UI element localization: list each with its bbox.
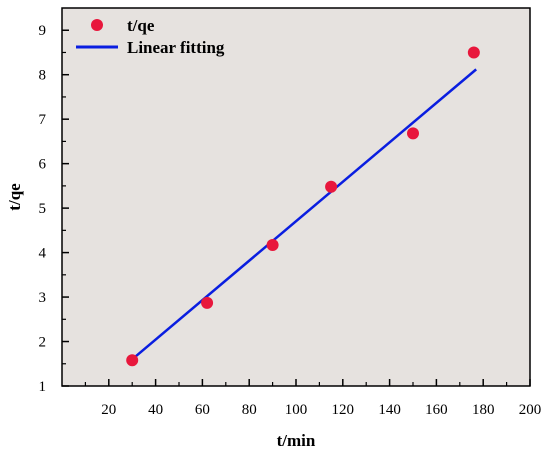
y-tick-label: 1 — [39, 379, 47, 395]
fit-line-layer — [131, 68, 477, 361]
y-tick-label: 6 — [39, 157, 47, 173]
y-tick-label: 7 — [39, 112, 47, 128]
x-tick-label: 140 — [378, 402, 401, 418]
scatter-layer — [126, 46, 480, 367]
x-tick-label: 20 — [101, 402, 116, 418]
y-tick-label: 2 — [39, 335, 47, 351]
x-tick-label: 160 — [425, 402, 448, 418]
y-axis: 1 2 3 4 5 6 7 8 9 — [39, 23, 69, 395]
x-tick-label: 80 — [242, 402, 257, 418]
x-tick-label: 60 — [195, 402, 210, 418]
fit-line — [131, 68, 477, 361]
y-tick-label: 5 — [39, 201, 47, 217]
y-tick-label: 3 — [39, 290, 47, 306]
x-axis: 20 40 60 80 100 120 140 160 180 200 — [84, 379, 542, 418]
y-tick-label: 8 — [39, 68, 47, 84]
legend-marker-scatter — [91, 19, 103, 31]
x-tick-label: 40 — [148, 402, 163, 418]
y-tick-label: 9 — [39, 23, 47, 39]
data-point — [266, 239, 279, 252]
data-point — [407, 127, 419, 140]
y-axis-title: t/qe — [5, 183, 24, 211]
data-point — [201, 296, 214, 309]
x-tick-label: 200 — [519, 402, 542, 418]
legend: t/qe Linear fitting — [76, 16, 225, 57]
x-axis-title: t/min — [277, 431, 316, 450]
plot-area — [61, 7, 531, 387]
data-point — [126, 354, 139, 367]
x-tick-label: 180 — [472, 402, 495, 418]
y-tick-label: 4 — [39, 246, 47, 262]
legend-label-scatter: t/qe — [127, 16, 155, 35]
x-tick-label: 100 — [285, 402, 308, 418]
legend-label-line: Linear fitting — [127, 38, 225, 57]
x-tick-label: 120 — [332, 402, 355, 418]
data-point — [325, 180, 338, 193]
data-point — [467, 46, 480, 59]
